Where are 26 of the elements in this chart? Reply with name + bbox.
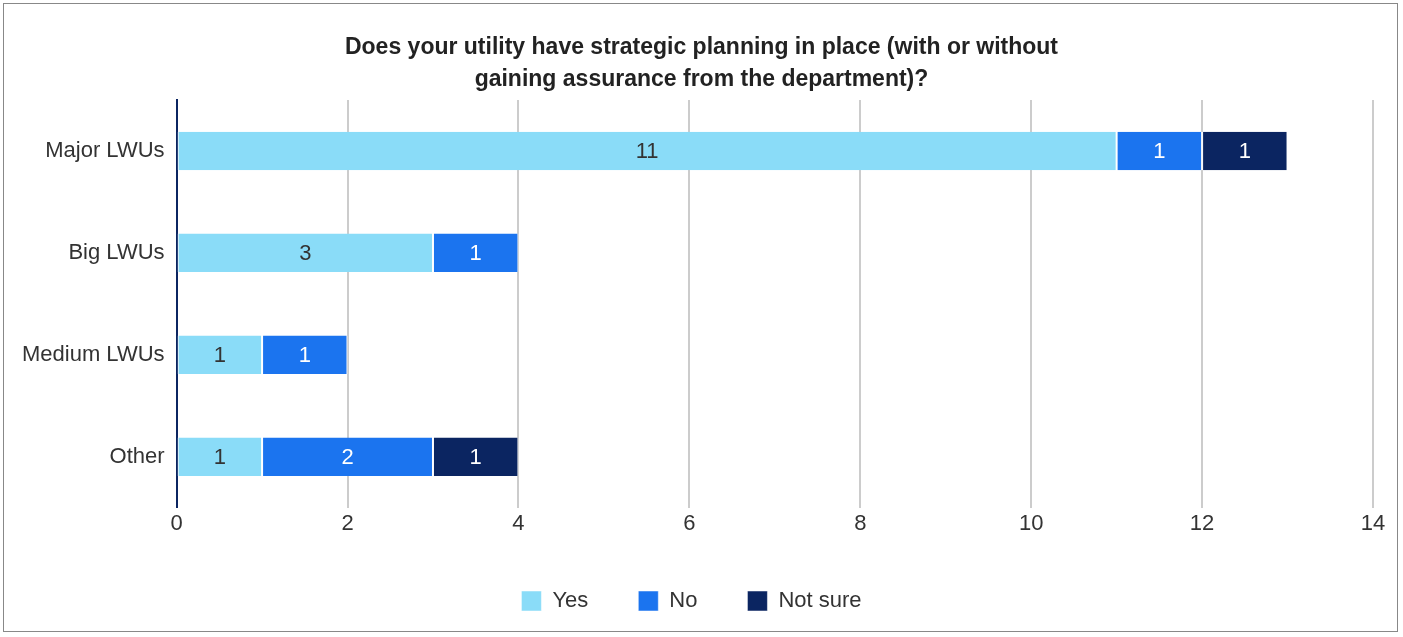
x-tick-label: 0 bbox=[170, 509, 183, 535]
data-label: 3 bbox=[299, 239, 312, 265]
legend-label: Yes bbox=[552, 587, 589, 613]
y-tick-label: Other bbox=[109, 442, 165, 468]
x-tick-label: 12 bbox=[1189, 509, 1215, 535]
data-label: 1 bbox=[469, 239, 482, 265]
data-label: 11 bbox=[635, 138, 659, 164]
legend-label: Not sure bbox=[778, 587, 862, 613]
x-tick-label: 4 bbox=[512, 509, 525, 535]
data-label: 2 bbox=[341, 443, 354, 469]
data-label: 1 bbox=[469, 443, 482, 469]
data-label: 1 bbox=[1238, 138, 1251, 164]
x-tick-label: 14 bbox=[1360, 509, 1386, 535]
y-tick-label: Big LWUs bbox=[68, 238, 165, 264]
x-tick-label: 8 bbox=[854, 509, 867, 535]
data-label: 1 bbox=[213, 341, 226, 367]
y-tick-label: Major LWUs bbox=[45, 137, 165, 163]
x-tick-label: 2 bbox=[341, 509, 354, 535]
data-label: 1 bbox=[213, 443, 226, 469]
y-tick-label: Medium LWUs bbox=[21, 340, 165, 366]
data-label: 1 bbox=[298, 341, 311, 367]
x-tick-label: 6 bbox=[683, 509, 696, 535]
data-label: 1 bbox=[1153, 138, 1166, 164]
legend-label: No bbox=[669, 587, 698, 613]
chart-title: Does your utility have strategic planning in place (with or without gaining assurance from the department)? bbox=[343, 32, 1060, 93]
x-tick-label: 10 bbox=[1018, 509, 1044, 535]
